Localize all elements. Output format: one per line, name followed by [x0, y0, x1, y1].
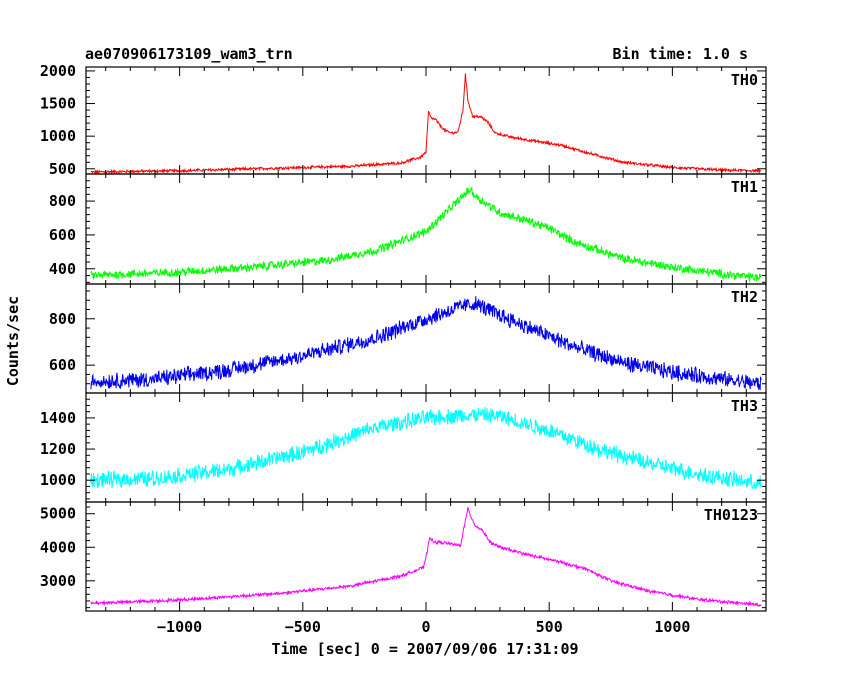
- x-tick-label: 0: [421, 618, 430, 636]
- series-line-th2: [90, 296, 762, 391]
- y-tick-label: 1000: [40, 127, 76, 145]
- y-tick-label: 800: [49, 310, 76, 328]
- series-line-th3: [90, 406, 762, 491]
- series-label-th3: TH3: [731, 397, 758, 415]
- y-tick-label: 1400: [40, 409, 76, 427]
- panel-frame-th3: [85, 392, 767, 503]
- y-tick-label: 3000: [40, 572, 76, 590]
- series-label-th0: TH0: [731, 71, 758, 89]
- y-tick-label: 1000: [40, 471, 76, 489]
- series-label-th1: TH1: [731, 178, 758, 196]
- y-tick-label: 1500: [40, 95, 76, 113]
- y-axis-label: Counts/sec: [4, 296, 22, 386]
- x-axis-label: Time [sec] 0 = 2007/09/06 17:31:09: [271, 640, 578, 658]
- panels: TH0 500 1000 1500 2000 TH1 400 600 800 TH2 600 800 T…: [40, 62, 767, 636]
- bin-time-label: Bin time: 1.0 s: [613, 45, 748, 63]
- y-tick-label: 800: [49, 192, 76, 210]
- y-tick-label: 1200: [40, 440, 76, 458]
- x-tick-label: 500: [536, 618, 563, 636]
- y-tick-label: 600: [49, 356, 76, 374]
- panel-frame-th0: [85, 66, 767, 175]
- y-tick-label: 2000: [40, 62, 76, 80]
- series-line-th0: [90, 73, 762, 175]
- x-tick-label: 1000: [654, 618, 690, 636]
- y-tick-label: 400: [49, 260, 76, 278]
- series-line-th0123: [90, 506, 762, 607]
- series-line-th1: [90, 185, 762, 283]
- x-tick-label: −1000: [157, 618, 202, 636]
- y-tick-label: 4000: [40, 538, 76, 556]
- y-tick-label: 600: [49, 226, 76, 244]
- x-tick-label: −500: [285, 618, 321, 636]
- series-label-th2: TH2: [731, 288, 758, 306]
- chart-title: ae070906173109_wam3_trn: [85, 45, 293, 63]
- series-label-th0123: TH0123: [704, 506, 758, 524]
- y-tick-label: 5000: [40, 505, 76, 523]
- y-tick-label: 500: [49, 160, 76, 178]
